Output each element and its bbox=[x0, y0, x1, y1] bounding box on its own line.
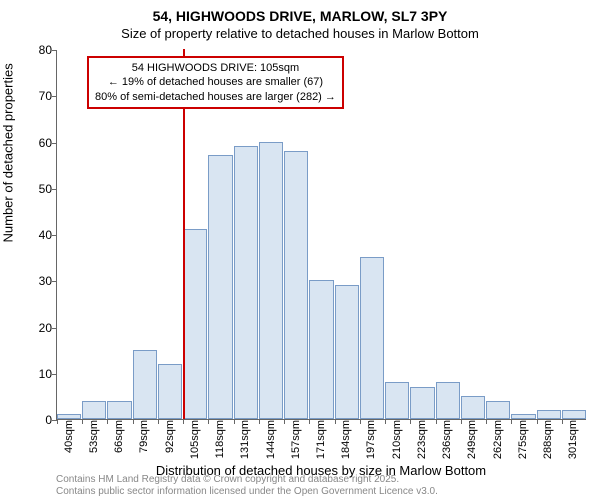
x-tick-mark bbox=[208, 419, 209, 424]
y-tick-label: 70 bbox=[28, 89, 52, 103]
histogram-bar bbox=[158, 364, 182, 420]
x-tick-mark bbox=[436, 419, 437, 424]
x-tick-mark bbox=[461, 419, 462, 424]
y-tick-mark bbox=[52, 328, 57, 329]
histogram-bar bbox=[133, 350, 157, 419]
footer-line1: Contains HM Land Registry data © Crown c… bbox=[56, 474, 438, 486]
footer-attribution: Contains HM Land Registry data © Crown c… bbox=[56, 474, 438, 498]
x-tick-label: 236sqm bbox=[441, 420, 453, 460]
x-tick-label: 249sqm bbox=[466, 420, 478, 460]
histogram-bar bbox=[284, 151, 308, 419]
histogram-bar bbox=[107, 401, 131, 420]
y-tick-label: 40 bbox=[28, 228, 52, 242]
x-tick-label: 171sqm bbox=[315, 420, 327, 460]
histogram-bar bbox=[309, 280, 333, 419]
y-tick-label: 60 bbox=[28, 136, 52, 150]
histogram-bar bbox=[57, 414, 81, 419]
x-tick-label: 144sqm bbox=[265, 420, 277, 460]
x-tick-mark bbox=[511, 419, 512, 424]
x-tick-mark bbox=[410, 419, 411, 424]
x-tick-mark bbox=[284, 419, 285, 424]
histogram-bar bbox=[208, 155, 232, 419]
histogram-bar bbox=[234, 146, 258, 419]
y-tick-mark bbox=[52, 96, 57, 97]
footer-line2: Contains public sector information licen… bbox=[56, 486, 438, 498]
x-tick-mark bbox=[82, 419, 83, 424]
y-tick-mark bbox=[52, 189, 57, 190]
x-tick-mark bbox=[537, 419, 538, 424]
x-tick-mark bbox=[309, 419, 310, 424]
x-tick-mark bbox=[107, 419, 108, 424]
y-tick-mark bbox=[52, 50, 57, 51]
y-tick-mark bbox=[52, 143, 57, 144]
histogram-bar bbox=[461, 396, 485, 419]
x-tick-label: 79sqm bbox=[138, 420, 150, 460]
annotation-box: 54 HIGHWOODS DRIVE: 105sqm ← 19% of deta… bbox=[87, 56, 344, 109]
x-tick-label: 275sqm bbox=[517, 420, 529, 460]
x-tick-label: 92sqm bbox=[164, 420, 176, 460]
histogram-bar bbox=[436, 382, 460, 419]
chart-subtitle: Size of property relative to detached ho… bbox=[0, 24, 600, 47]
x-tick-label: 105sqm bbox=[189, 420, 201, 460]
y-tick-label: 50 bbox=[28, 182, 52, 196]
x-tick-label: 53sqm bbox=[88, 420, 100, 460]
x-tick-mark bbox=[335, 419, 336, 424]
y-tick-mark bbox=[52, 374, 57, 375]
histogram-bar bbox=[360, 257, 384, 419]
y-tick-mark bbox=[52, 235, 57, 236]
histogram-bar bbox=[82, 401, 106, 420]
x-tick-label: 223sqm bbox=[416, 420, 428, 460]
y-tick-label: 30 bbox=[28, 274, 52, 288]
y-axis-label: Number of detached properties bbox=[1, 63, 16, 242]
x-tick-mark bbox=[183, 419, 184, 424]
x-tick-label: 288sqm bbox=[542, 420, 554, 460]
histogram-bar bbox=[511, 414, 535, 419]
x-tick-label: 157sqm bbox=[290, 420, 302, 460]
x-tick-mark bbox=[486, 419, 487, 424]
x-tick-label: 262sqm bbox=[492, 420, 504, 460]
x-tick-mark bbox=[562, 419, 563, 424]
x-tick-mark bbox=[158, 419, 159, 424]
chart-container: 54, HIGHWOODS DRIVE, MARLOW, SL7 3PY Siz… bbox=[0, 0, 600, 500]
annotation-line3: 80% of semi-detached houses are larger (… bbox=[95, 90, 336, 104]
x-tick-label: 131sqm bbox=[239, 420, 251, 460]
y-tick-label: 10 bbox=[28, 367, 52, 381]
x-tick-label: 184sqm bbox=[340, 420, 352, 460]
y-tick-mark bbox=[52, 281, 57, 282]
x-tick-label: 197sqm bbox=[365, 420, 377, 460]
x-tick-label: 66sqm bbox=[113, 420, 125, 460]
y-tick-mark bbox=[52, 420, 57, 421]
x-tick-mark bbox=[385, 419, 386, 424]
annotation-line1: 54 HIGHWOODS DRIVE: 105sqm bbox=[95, 61, 336, 75]
annotation-line2: ← 19% of detached houses are smaller (67… bbox=[95, 75, 336, 89]
x-tick-label: 301sqm bbox=[567, 420, 579, 460]
histogram-bar bbox=[410, 387, 434, 419]
histogram-bar bbox=[385, 382, 409, 419]
x-tick-label: 210sqm bbox=[391, 420, 403, 460]
x-tick-mark bbox=[133, 419, 134, 424]
histogram-bar bbox=[537, 410, 561, 419]
y-tick-label: 20 bbox=[28, 321, 52, 335]
plot-area: 54 HIGHWOODS DRIVE: 105sqm ← 19% of deta… bbox=[56, 50, 586, 420]
y-tick-label: 80 bbox=[28, 43, 52, 57]
chart-title: 54, HIGHWOODS DRIVE, MARLOW, SL7 3PY bbox=[0, 0, 600, 24]
x-tick-mark bbox=[259, 419, 260, 424]
x-tick-mark bbox=[234, 419, 235, 424]
histogram-bar bbox=[335, 285, 359, 419]
histogram-bar bbox=[259, 142, 283, 420]
histogram-bar bbox=[486, 401, 510, 420]
histogram-bar bbox=[183, 229, 207, 419]
y-tick-label: 0 bbox=[28, 413, 52, 427]
histogram-bar bbox=[562, 410, 586, 419]
x-tick-mark bbox=[57, 419, 58, 424]
x-tick-label: 40sqm bbox=[63, 420, 75, 460]
x-tick-mark bbox=[360, 419, 361, 424]
x-tick-label: 118sqm bbox=[214, 420, 226, 460]
